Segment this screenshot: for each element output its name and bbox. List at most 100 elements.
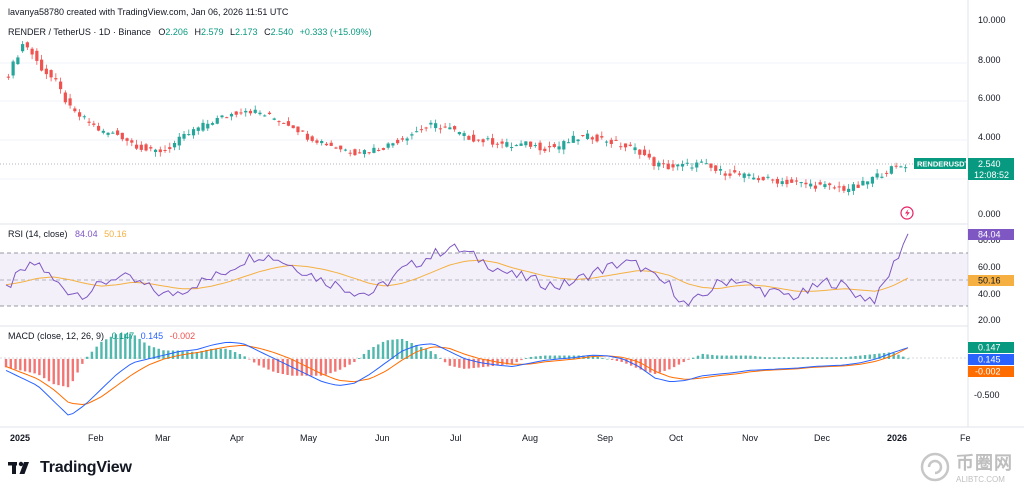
rsi-tick: 60.00 — [978, 262, 1001, 272]
candle-body — [837, 186, 841, 188]
macd-hist-bar — [119, 333, 122, 359]
macd-hist-bar — [210, 348, 213, 359]
time-label: Apr — [230, 433, 244, 443]
macd-hist-bar — [820, 357, 824, 359]
macd-tick: -0.500 — [974, 390, 1000, 400]
candle-body — [889, 166, 893, 174]
ohlc-l-label: L — [230, 27, 235, 37]
candle-body — [377, 149, 381, 151]
macd-hist-bar — [610, 358, 614, 360]
time-label: Feb — [88, 433, 104, 443]
price-badge-countdown: 12:08:52 — [974, 170, 1009, 180]
candle-body — [68, 98, 72, 106]
candle-body — [904, 167, 908, 169]
candle-body — [804, 182, 808, 185]
price-axis[interactable]: 10.000 8.000 6.000 4.000 0.000 — [978, 15, 1006, 219]
time-axis[interactable]: 2025 Feb Mar Apr May Jun Jul Aug Sep Oct… — [10, 433, 971, 443]
candle-body — [818, 182, 822, 185]
rsi-badge-bg — [968, 229, 1014, 240]
candle-body — [329, 142, 333, 146]
candle-body — [699, 161, 704, 163]
macd-hist-bar — [754, 356, 757, 359]
macd-hist-bar — [806, 357, 809, 359]
macd-value: 0.147 — [112, 331, 135, 341]
macd-hist-bar — [334, 358, 337, 372]
time-label: May — [300, 433, 318, 443]
candle-body — [695, 162, 699, 168]
macd-pane[interactable] — [0, 333, 968, 416]
candle-body — [153, 149, 158, 153]
candle-body — [547, 146, 552, 148]
candle-body — [576, 139, 580, 142]
candle-body — [794, 180, 799, 182]
symbol-legend[interactable]: RENDER / TetherUS · 1D · Binance O2.206 … — [8, 27, 372, 37]
macd-hist-bar — [143, 342, 146, 359]
tradingview-logo[interactable]: TradingView — [8, 459, 132, 477]
candle-body — [206, 123, 210, 129]
candle-body — [44, 68, 48, 75]
macd-hist-bar — [109, 336, 113, 359]
candle-body — [538, 142, 542, 151]
macd-hist-bar — [38, 358, 41, 376]
creator-text: lavanya58780 created with TradingView.co… — [8, 7, 289, 17]
macd-hist-bar — [696, 355, 700, 359]
macd-hist-bar — [124, 333, 127, 359]
macd-hist-bar — [787, 357, 790, 359]
rsi-pane[interactable] — [0, 233, 968, 307]
macd-hist-bar — [467, 358, 471, 369]
candle-body — [120, 132, 124, 140]
macd-hist-bar — [520, 358, 523, 361]
macd-badge-bg — [968, 342, 1014, 353]
macd-hist-bar — [128, 333, 132, 359]
price-badge: RENDERUSDT 2.540 12:08:52 — [914, 158, 1014, 180]
candle-body — [623, 143, 628, 148]
macd-axis[interactable]: 0.147 0.145 -0.002 -0.500 — [968, 342, 1014, 400]
candle-body — [438, 128, 442, 130]
macd-hist-bar — [400, 338, 404, 359]
macd-hist-bar — [176, 350, 180, 359]
candle-body — [875, 173, 879, 178]
candle-body — [125, 138, 129, 141]
candle-body — [92, 123, 96, 125]
flash-event-icon[interactable] — [900, 206, 914, 220]
macd-hist-bar — [200, 350, 203, 359]
macd-hist-bar — [797, 357, 800, 359]
candle-body — [861, 180, 865, 186]
ohlc-change: +0.333 (+15.09%) — [300, 27, 372, 37]
macd-hist-bar — [768, 357, 771, 359]
candle-body — [828, 183, 832, 186]
macd-hist-bar — [758, 356, 762, 359]
macd-hist-bar — [539, 355, 542, 359]
macd-legend[interactable]: MACD (close, 12, 26, 9) 0.147 0.145 -0.0… — [8, 331, 195, 341]
candle-body — [685, 162, 689, 164]
ohlc-c-label: C — [264, 27, 271, 37]
macd-hist-bar — [682, 358, 685, 363]
candle-body — [234, 111, 238, 115]
candle-body — [134, 144, 139, 149]
macd-hist-bar — [854, 356, 857, 359]
price-pane[interactable] — [0, 41, 968, 196]
ohlc-low: 2.173 — [235, 27, 258, 37]
candle-body — [158, 149, 162, 153]
rsi-legend[interactable]: RSI (14, close) 84.04 50.16 — [8, 229, 127, 239]
price-badge-bg — [968, 158, 1014, 180]
candle-body — [756, 178, 761, 181]
candle-body — [486, 138, 490, 140]
macd-hist-bar — [186, 351, 189, 359]
candle-body — [149, 147, 153, 149]
candle-body — [519, 143, 523, 146]
candle-body — [894, 165, 898, 167]
candle-body — [253, 109, 257, 113]
rsi-axis[interactable]: 80.00 60.00 40.00 20.00 84.04 50.16 — [968, 229, 1014, 325]
macd-hist-bar — [434, 354, 437, 359]
candle-body — [215, 117, 219, 124]
macd-hist-bar — [272, 358, 275, 372]
candle-body — [491, 138, 495, 145]
macd-hist-bar — [720, 355, 724, 359]
macd-hist-bar — [863, 355, 867, 359]
macd-hist-bar — [725, 355, 728, 359]
candle-body — [196, 127, 200, 131]
candle-body — [524, 141, 528, 146]
macd-hist-bar — [224, 348, 227, 359]
